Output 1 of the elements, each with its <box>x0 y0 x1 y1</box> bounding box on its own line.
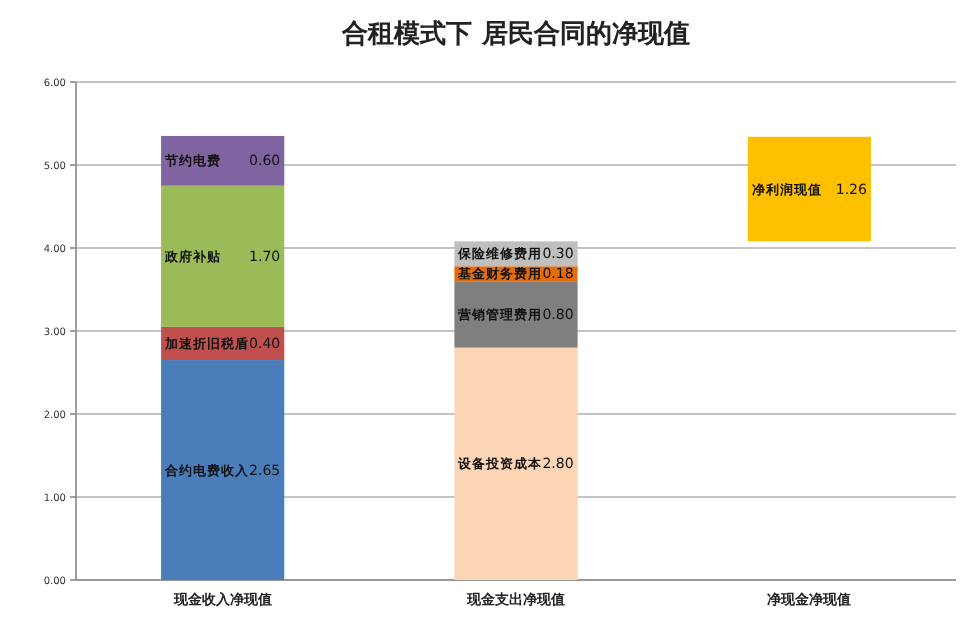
chart-title: 合租模式下 居民合同的净现值 <box>340 18 690 50</box>
